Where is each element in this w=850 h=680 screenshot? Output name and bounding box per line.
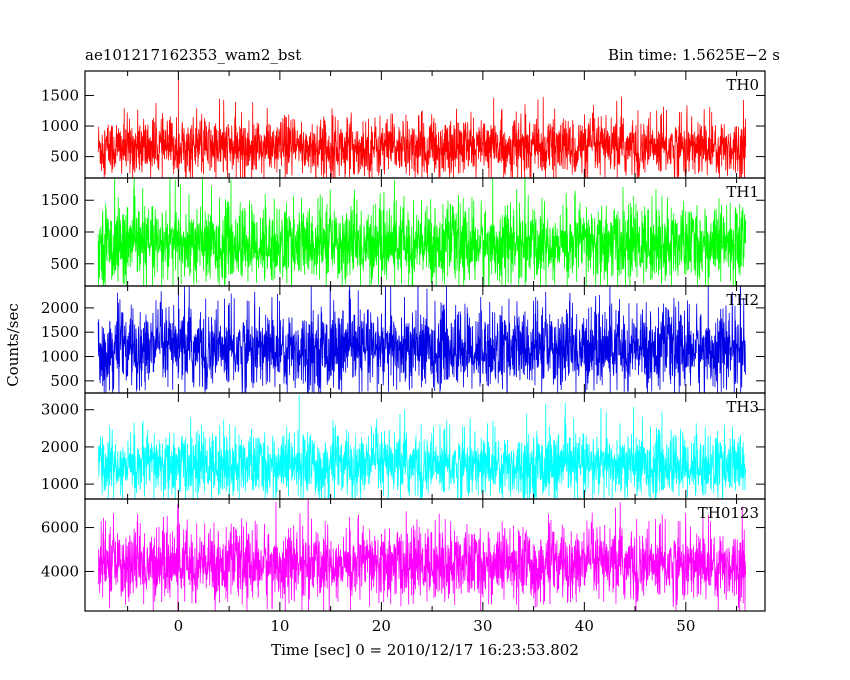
x-tick-label: 20 [372,617,391,635]
series-line-th3 [97,394,747,499]
y-tick-label: 1000 [41,117,79,135]
panel-th2: 500 1000 1500 2000 TH2 [41,285,766,394]
y-tick-label: 500 [50,255,79,273]
y-tick-label: 1500 [41,86,79,104]
series-line-th2 [97,286,747,393]
series-line-th1 [97,178,747,286]
chart-title: ae101217162353_wam2_bst [85,46,301,64]
y-tick-label: 1000 [41,223,79,241]
panel-th0123: 4000 6000 0 10 20 30 40 50 TH0123 [41,498,766,635]
y-tick-label: 4000 [41,562,79,580]
y-tick-label: 3000 [41,401,79,419]
y-axis-label: Counts/sec [4,303,22,387]
y-tick-label: 2000 [41,438,79,456]
x-tick-label: 50 [676,617,695,635]
series-line-th0123 [97,499,747,611]
panel-th3: 1000 2000 3000 TH3 [41,392,766,500]
x-tick-label: 40 [575,617,594,635]
y-tick-label: 500 [50,148,79,166]
x-tick-label: 10 [270,617,289,635]
y-tick-label: 6000 [41,519,79,537]
y-tick-label: 1500 [41,323,79,341]
x-tick-label: 30 [473,617,492,635]
panel-th1: 500 1000 1500 TH1 [41,177,766,287]
y-tick-label: 1500 [41,191,79,209]
y-tick-label: 500 [50,372,79,390]
panel-label-th3: TH3 [726,398,759,416]
panel-label-th0123: TH0123 [698,504,759,522]
panel-label-th0: TH0 [726,76,759,94]
x-axis-label: Time [sec] 0 = 2010/12/17 16:23:53.802 [271,641,579,659]
panel-label-th1: TH1 [726,183,759,201]
panel-th0: 500 1000 1500 TH0 [41,70,766,179]
x-tick-label: 0 [174,617,184,635]
y-tick-label: 1000 [41,475,79,493]
bin-time-label: Bin time: 1.5625E−2 s [608,46,780,64]
panel-label-th2: TH2 [726,291,759,309]
series-line-th0 [97,74,747,178]
panel-frame [84,498,766,612]
y-tick-label: 1000 [41,348,79,366]
y-tick-label: 2000 [41,299,79,317]
